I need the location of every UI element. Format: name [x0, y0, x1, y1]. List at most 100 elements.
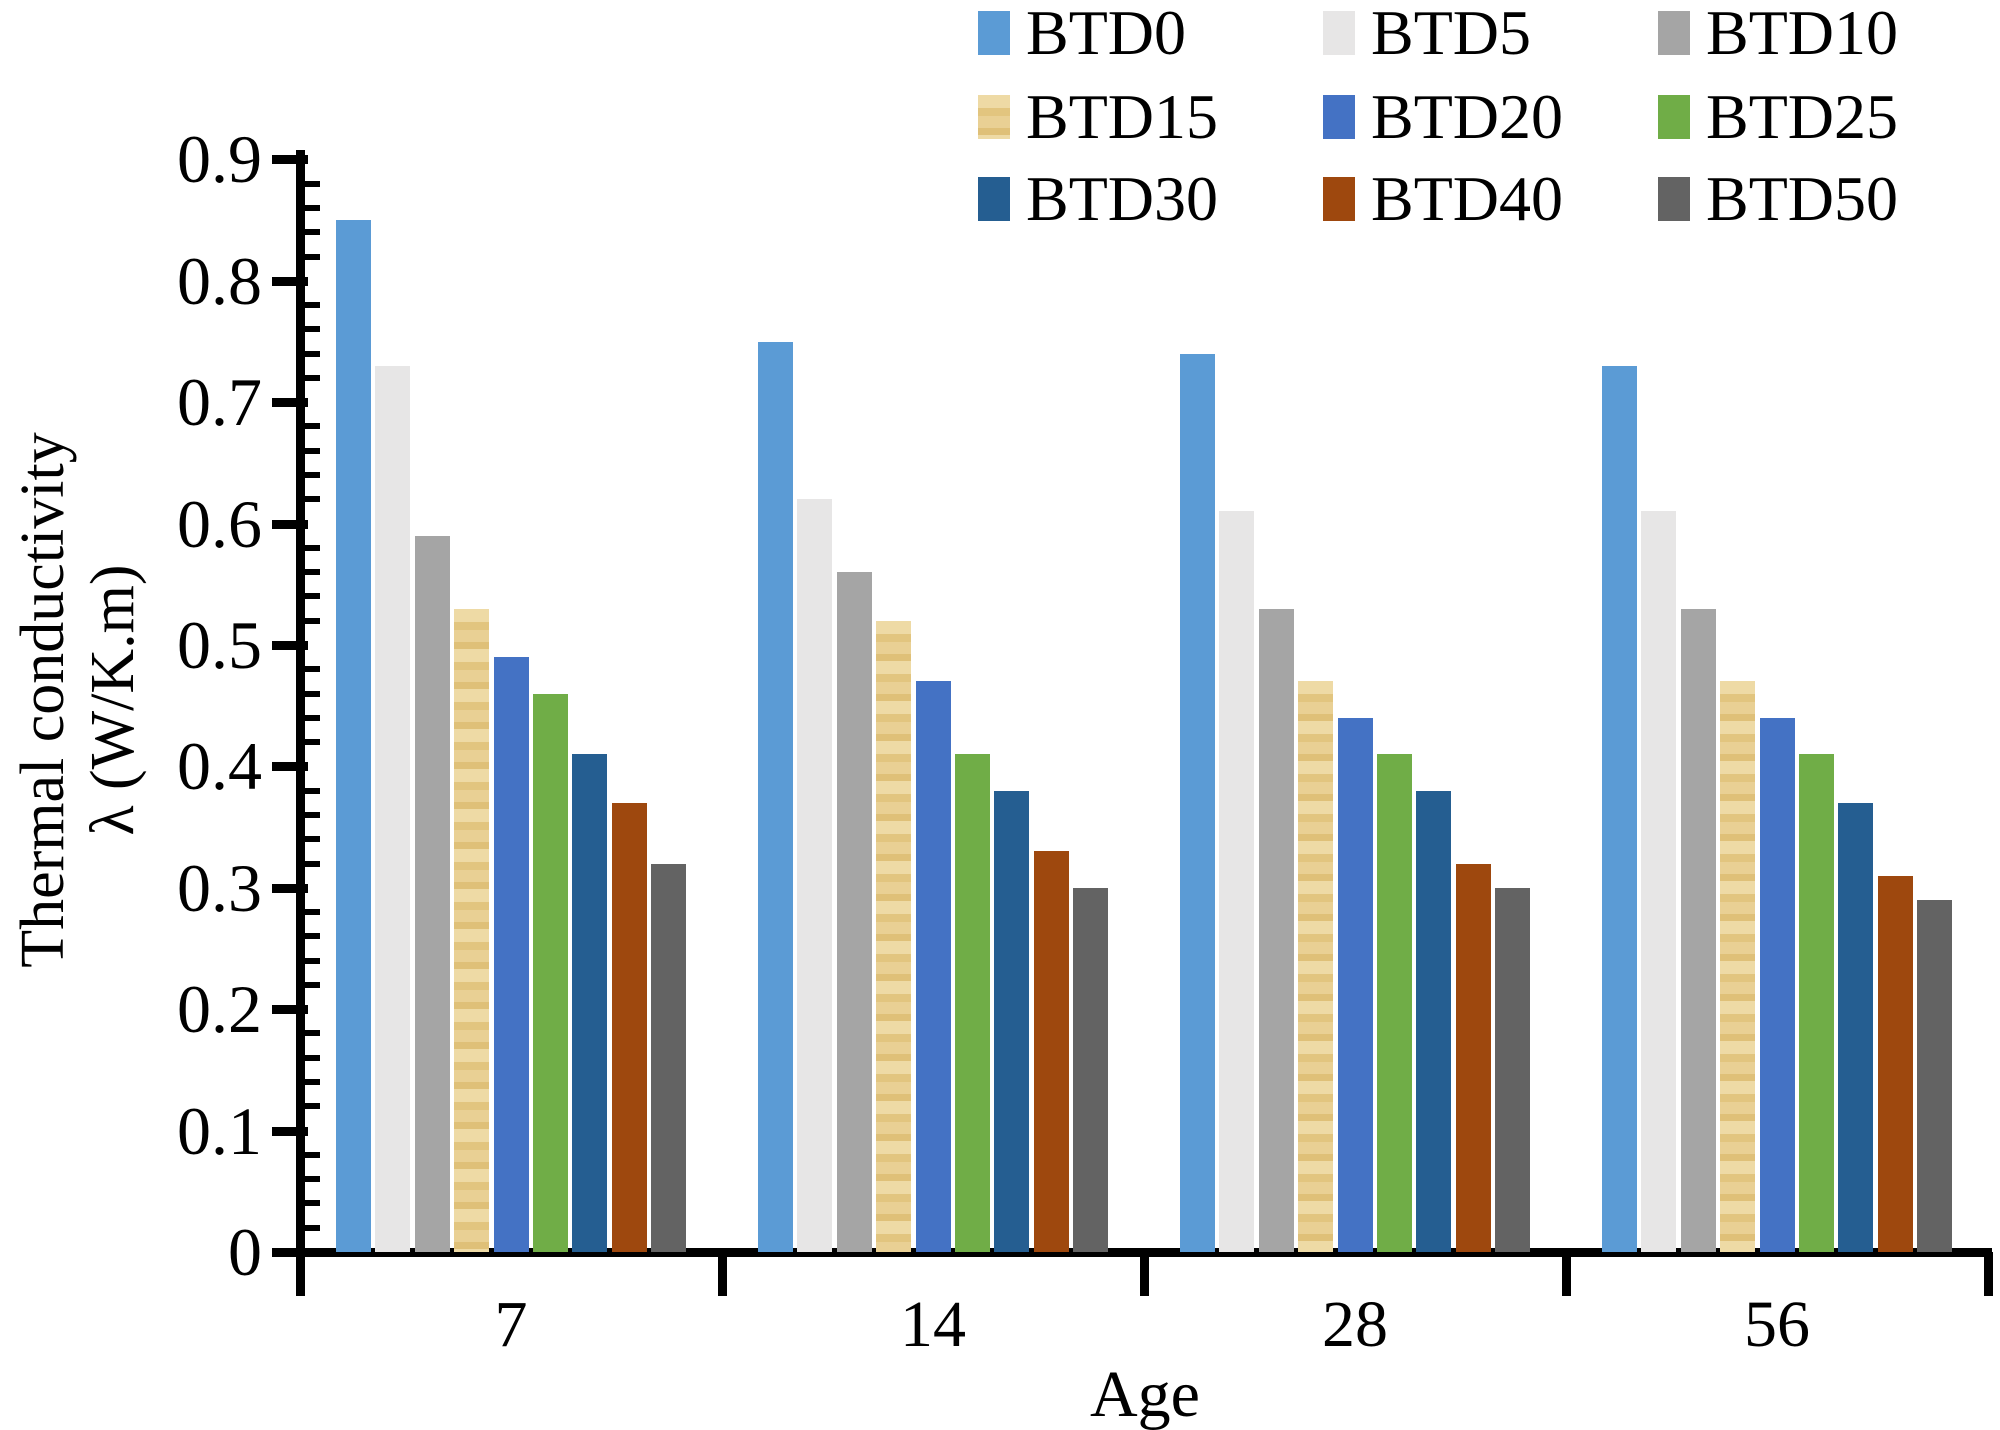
bar-BTD25-age14 — [955, 754, 990, 1252]
bar-BTD50-age56 — [1917, 899, 1953, 1252]
bar-BTD50-age14 — [1073, 887, 1109, 1252]
y-major-tick — [272, 519, 308, 529]
legend: BTD0 BTD5 BTD10 BTD15 BTD20 BTD25 BTD30 — [978, 0, 1938, 238]
bar-BTD20-age56 — [1759, 717, 1795, 1252]
y-minor-tick — [305, 569, 320, 576]
legend-label-btd15: BTD15 — [1026, 81, 1218, 152]
bar-BTD15-age7 — [454, 608, 490, 1252]
x-boundary-tick — [1984, 1252, 1993, 1296]
legend-swatch-btd30 — [978, 177, 1010, 221]
legend-label-btd20: BTD20 — [1371, 81, 1563, 152]
x-category-label-7: 7 — [494, 1288, 528, 1361]
y-minor-tick — [305, 204, 320, 211]
y-major-tick — [272, 1126, 308, 1136]
y-minor-tick — [305, 374, 320, 381]
y-minor-tick — [305, 1176, 320, 1183]
bar-BTD50-age28 — [1495, 887, 1531, 1252]
y-minor-tick — [305, 933, 320, 940]
y-major-tick — [272, 762, 308, 772]
y-minor-tick — [305, 909, 320, 916]
legend-item-btd40: BTD40 — [1323, 163, 1658, 234]
y-minor-tick — [305, 423, 320, 430]
y-minor-tick — [305, 1054, 320, 1061]
y-tick-label-0.1: 0.1 — [177, 1092, 262, 1169]
y-minor-tick — [305, 739, 320, 746]
y-minor-tick — [305, 593, 320, 600]
bar-BTD10-age28 — [1258, 608, 1294, 1252]
bar-BTD0-age28 — [1180, 353, 1215, 1252]
legend-swatch-btd10 — [1658, 11, 1690, 55]
legend-swatch-btd50 — [1658, 177, 1690, 221]
bar-BTD20-age7 — [493, 657, 529, 1252]
y-minor-tick — [305, 860, 320, 867]
bar-BTD25-age56 — [1799, 754, 1834, 1252]
bar-BTD5-age56 — [1641, 511, 1677, 1252]
legend-item-btd50: BTD50 — [1658, 167, 1938, 231]
y-minor-tick — [305, 1079, 320, 1086]
y-major-tick — [272, 1248, 308, 1257]
y-tick-label-0.9: 0.9 — [177, 121, 262, 198]
x-axis-title: Age — [1090, 1358, 1200, 1430]
bar-BTD40-age28 — [1455, 863, 1491, 1252]
x-boundary-tick — [718, 1252, 727, 1296]
legend-item-btd0: BTD0 — [978, 1, 1323, 65]
y-axis-title-line1: Thermal conductivity — [9, 432, 77, 968]
legend-swatch-btd15 — [978, 95, 1010, 139]
bar-BTD0-age56 — [1602, 365, 1637, 1252]
x-boundary-tick — [1140, 1252, 1149, 1296]
y-axis-line — [296, 150, 305, 1256]
legend-swatch-btd0 — [978, 11, 1010, 55]
bar-BTD50-age7 — [651, 863, 687, 1252]
y-minor-tick — [305, 690, 320, 697]
y-tick-label-0.7: 0.7 — [177, 364, 262, 441]
legend-item-btd25: BTD25 — [1658, 81, 1938, 152]
y-minor-tick — [305, 666, 320, 673]
x-category-label-28: 28 — [1322, 1288, 1388, 1361]
bar-BTD0-age14 — [758, 341, 793, 1252]
y-minor-tick — [305, 1151, 320, 1158]
bar-BTD5-age14 — [797, 499, 833, 1252]
bar-BTD5-age28 — [1219, 511, 1255, 1252]
y-minor-tick — [305, 787, 320, 794]
y-minor-tick — [305, 1103, 320, 1110]
bar-BTD10-age7 — [414, 535, 450, 1252]
y-tick-label-0: 0 — [228, 1214, 262, 1290]
bar-BTD30-age56 — [1838, 802, 1874, 1252]
y-minor-tick — [305, 836, 320, 843]
legend-item-btd5: BTD5 — [1323, 0, 1658, 68]
legend-label-btd10: BTD10 — [1706, 0, 1898, 68]
legend-swatch-btd25 — [1658, 95, 1690, 139]
bar-BTD15-age56 — [1720, 681, 1756, 1252]
y-major-tick — [272, 276, 308, 286]
bar-BTD10-age56 — [1680, 608, 1716, 1252]
bar-BTD30-age28 — [1416, 790, 1452, 1252]
y-tick-label-0.5: 0.5 — [177, 607, 262, 683]
y-minor-tick — [305, 544, 320, 551]
legend-label-btd40: BTD40 — [1371, 163, 1563, 234]
y-minor-tick — [305, 811, 320, 818]
bar-BTD40-age7 — [611, 802, 647, 1252]
y-minor-tick — [305, 496, 320, 503]
bar-BTD40-age56 — [1877, 875, 1913, 1252]
bar-BTD25-age7 — [533, 693, 568, 1252]
y-major-tick — [272, 641, 308, 650]
y-minor-tick — [305, 472, 320, 479]
legend-label-btd30: BTD30 — [1026, 163, 1218, 234]
x-boundary-tick — [1562, 1252, 1571, 1296]
legend-label-btd5: BTD5 — [1371, 0, 1531, 68]
x-category-label-14: 14 — [900, 1288, 966, 1361]
y-tick-label-0.6: 0.6 — [177, 485, 262, 562]
bar-BTD15-age14 — [876, 620, 912, 1252]
bar-BTD30-age7 — [572, 754, 608, 1252]
y-minor-tick — [305, 957, 320, 964]
y-minor-tick — [305, 302, 320, 309]
legend-label-btd25: BTD25 — [1706, 81, 1898, 152]
bar-BTD0-age7 — [336, 220, 371, 1252]
bar-BTD15-age28 — [1298, 681, 1334, 1252]
bar-BTD25-age28 — [1377, 754, 1412, 1252]
y-minor-tick — [305, 447, 320, 454]
y-minor-tick — [305, 350, 320, 357]
y-minor-tick — [305, 1030, 320, 1037]
y-minor-tick — [305, 1200, 320, 1207]
